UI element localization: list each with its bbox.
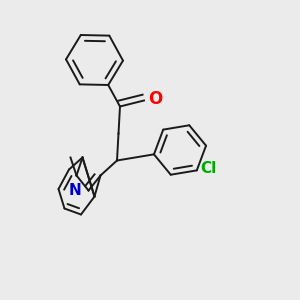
Text: O: O xyxy=(148,90,162,108)
Text: Cl: Cl xyxy=(200,161,217,176)
Text: N: N xyxy=(69,183,81,198)
